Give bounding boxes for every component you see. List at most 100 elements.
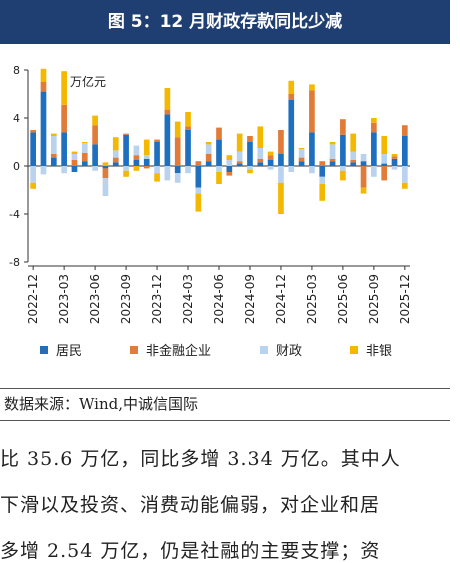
- bar-segment-1: [133, 160, 140, 166]
- bar-segment-4: [340, 170, 346, 181]
- x-tick-label: 2023-12: [150, 274, 164, 324]
- bar-segment-3: [133, 145, 140, 156]
- x-tick-label: 2024-06: [212, 274, 226, 324]
- bar-segment-2: [205, 154, 212, 162]
- bar-segment-3: [185, 166, 191, 174]
- bar-segment-4: [133, 166, 140, 171]
- bar-segment-2: [112, 157, 119, 163]
- legend-swatch: [260, 345, 268, 354]
- bar-segment-1: [298, 161, 305, 166]
- bar-segment-1: [340, 134, 346, 166]
- bar-segment-4: [92, 115, 98, 126]
- bar-segment-1: [154, 142, 160, 166]
- bar-segment-4: [164, 88, 171, 110]
- bar-segment-3: [123, 166, 129, 171]
- bar-segment-3: [112, 150, 119, 158]
- bar-segment-4: [257, 126, 264, 148]
- bar-segment-2: [216, 127, 222, 140]
- bar-segment-3: [236, 151, 243, 162]
- bar-segment-3: [50, 136, 57, 154]
- bar-segment-2: [257, 158, 264, 163]
- bar-segment-2: [350, 160, 357, 163]
- legend-item: 财政: [260, 340, 302, 359]
- bar-segment-2: [391, 156, 398, 159]
- bar-segment-3: [329, 144, 336, 159]
- y-tick-label: 0: [13, 160, 20, 173]
- x-tick-label: 2023-03: [57, 274, 71, 324]
- bar-segment-1: [81, 161, 88, 166]
- bar-segment-1: [143, 158, 150, 166]
- bar-segment-2: [267, 155, 274, 160]
- bar-segment-4: [236, 133, 243, 152]
- bar-segment-2: [278, 130, 284, 154]
- bar-segment-3: [298, 149, 305, 158]
- bar-segment-3: [92, 166, 98, 171]
- bar-segment-4: [205, 142, 212, 145]
- legend-label: 非银: [366, 344, 393, 359]
- bar-segment-1: [195, 166, 202, 188]
- legend-label: 非金融企业: [146, 344, 212, 359]
- bar-segment-1: [278, 154, 284, 166]
- bar-segment-1: [360, 161, 367, 166]
- bar-segment-3: [195, 187, 202, 194]
- bar-segment-4: [30, 182, 37, 189]
- bar-segment-4: [247, 169, 253, 174]
- bar-segment-1: [205, 161, 212, 166]
- legend-item: 居民: [40, 340, 82, 359]
- bar-segment-3: [216, 166, 222, 172]
- body-text-line-1: 比 35.6 万亿，同比多增 3.34 万亿。其中人: [0, 448, 401, 470]
- bar-segment-1: [236, 163, 243, 166]
- bar-segment-3: [381, 154, 388, 164]
- bar-segment-1: [112, 162, 119, 166]
- bar-segment-1: [267, 160, 274, 166]
- unit-label: 万亿元: [70, 74, 106, 89]
- source-divider-bottom: [0, 420, 450, 421]
- bar-segment-3: [71, 154, 78, 160]
- bar-segment-1: [164, 114, 171, 166]
- bar-segment-1: [216, 139, 222, 166]
- bar-segment-3: [340, 166, 346, 171]
- bar-segment-2: [226, 172, 233, 176]
- bar-segment-2: [50, 154, 57, 158]
- bar-segment-1: [247, 142, 253, 166]
- bar-segment-3: [309, 166, 315, 174]
- bar-segment-3: [102, 178, 109, 196]
- bar-segment-4: [195, 193, 202, 212]
- bar-segment-4: [102, 162, 109, 166]
- bar-segment-2: [381, 166, 388, 181]
- bar-segment-1: [71, 166, 78, 172]
- legend-swatch: [130, 345, 138, 354]
- legend-label: 居民: [56, 344, 83, 359]
- bar-segment-3: [61, 166, 67, 174]
- x-tick-label: 2023-09: [119, 274, 133, 324]
- bar-segment-2: [319, 161, 326, 166]
- bar-segment-2: [164, 109, 171, 115]
- bar-segment-2: [340, 119, 346, 135]
- x-tick-label: 2025-03: [305, 274, 319, 324]
- bar-segment-2: [92, 125, 98, 145]
- bar-segment-4: [298, 148, 305, 150]
- bar-segment-4: [371, 118, 377, 123]
- bar-segment-3: [401, 166, 408, 183]
- bar-segment-2: [288, 94, 295, 100]
- legend-item: 非金融企业: [130, 340, 211, 359]
- bar-segment-1: [30, 132, 37, 166]
- bar-segment-2: [61, 104, 67, 133]
- bar-segment-4: [401, 182, 408, 189]
- bar-segment-1: [371, 132, 377, 166]
- bar-segment-2: [360, 166, 367, 188]
- title-bar: 图 5：12 月财政存款同比少减: [0, 0, 450, 44]
- bar-segment-2: [30, 130, 37, 133]
- bar-segment-4: [40, 68, 47, 82]
- bar-segment-4: [154, 173, 160, 182]
- bar-segment-4: [278, 182, 284, 214]
- bar-segment-4: [123, 170, 129, 177]
- bar-segment-2: [71, 160, 78, 166]
- bar-segment-4: [71, 151, 78, 154]
- bar-segment-4: [381, 136, 388, 154]
- bar-segment-2: [123, 133, 129, 135]
- bar-segment-3: [154, 166, 160, 174]
- bar-segment-2: [143, 166, 150, 169]
- bar-segment-4: [267, 151, 274, 156]
- bar-segment-3: [205, 144, 212, 154]
